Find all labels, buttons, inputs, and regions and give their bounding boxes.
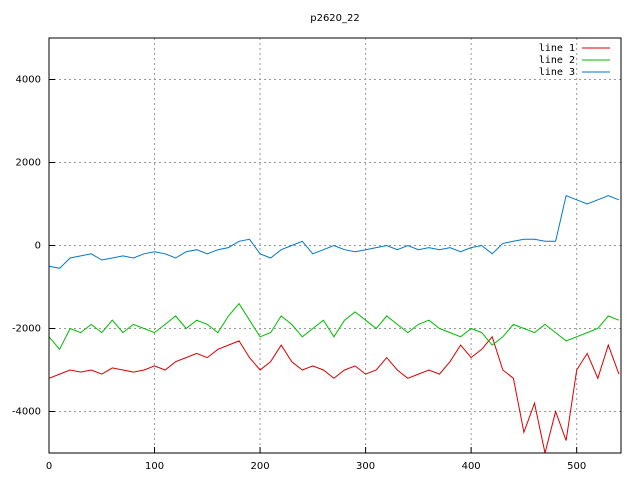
chart-title: p2620_22 [310,13,360,24]
y-tick-label: 4000 [16,75,41,86]
legend-label: line 3 [539,67,575,78]
x-tick-label: 400 [462,461,481,472]
x-tick-label: 200 [251,461,270,472]
data-line [48,302,620,351]
y-tick-label: 0 [35,241,41,252]
x-tick-label: 300 [356,461,375,472]
y-tick-label: -2000 [12,324,41,335]
x-tick-label: 0 [46,461,52,472]
data-line [48,195,620,269]
y-tick-label: -4000 [12,407,41,418]
x-tick-label: 500 [567,461,586,472]
legend-label: line 2 [539,55,575,66]
x-tick-label: 100 [145,461,164,472]
plot-frame [48,37,622,454]
y-tick-label: 2000 [16,158,41,169]
data-line [48,335,620,454]
legend-label: line 1 [539,43,575,54]
